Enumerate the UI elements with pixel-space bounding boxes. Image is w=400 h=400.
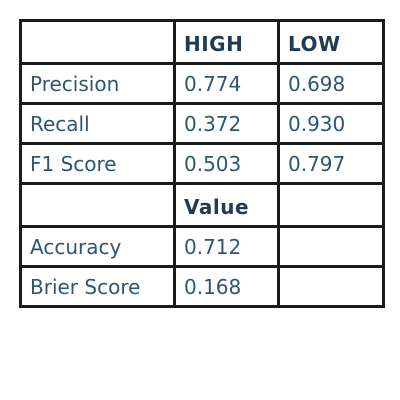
header-row: Value <box>19 182 385 228</box>
value-cell: 0.712 <box>173 225 280 268</box>
table-row: F1 Score 0.503 0.797 <box>19 142 385 185</box>
header-row: HIGH LOW <box>19 19 385 65</box>
value-cell <box>277 265 385 308</box>
column-header: LOW <box>277 19 385 65</box>
row-label: Brier Score <box>19 265 176 308</box>
row-label: F1 Score <box>19 142 176 185</box>
column-header: Value <box>173 182 280 228</box>
header-corner-cell <box>19 19 176 65</box>
metrics-table-body: HIGH LOW Precision 0.774 0.698 Recall 0.372 0.9… <box>19 19 385 308</box>
value-cell: 0.503 <box>173 142 280 185</box>
column-header <box>277 182 385 228</box>
value-cell: 0.168 <box>173 265 280 308</box>
table-row: Accuracy 0.712 <box>19 225 385 268</box>
value-cell: 0.698 <box>277 62 385 105</box>
value-cell: 0.797 <box>277 142 385 185</box>
value-cell <box>277 225 385 268</box>
column-header: HIGH <box>173 19 280 65</box>
row-label: Recall <box>19 102 176 145</box>
table-row: Precision 0.774 0.698 <box>19 62 385 105</box>
table-row: Recall 0.372 0.930 <box>19 102 385 145</box>
header-corner-cell <box>19 182 176 228</box>
table-row: Brier Score 0.168 <box>19 265 385 308</box>
row-label: Accuracy <box>19 225 176 268</box>
metrics-table: HIGH LOW Precision 0.774 0.698 Recall 0.372 0.9… <box>19 19 385 308</box>
row-label: Precision <box>19 62 176 105</box>
value-cell: 0.930 <box>277 102 385 145</box>
value-cell: 0.372 <box>173 102 280 145</box>
value-cell: 0.774 <box>173 62 280 105</box>
